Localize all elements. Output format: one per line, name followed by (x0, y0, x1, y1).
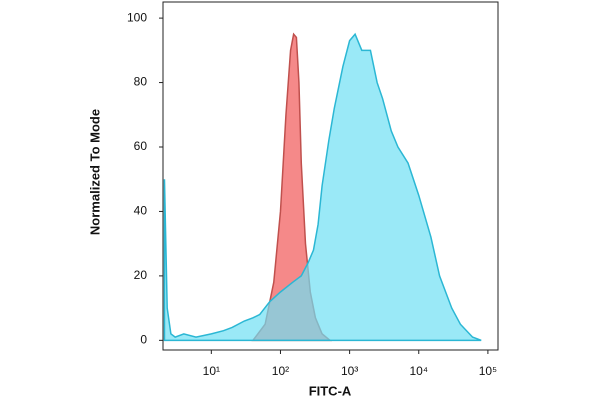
histogram-area (163, 32, 482, 342)
y-tick-label: 60 (134, 139, 148, 153)
y-tick-label: 40 (134, 204, 148, 218)
y-tick-label: 0 (140, 333, 147, 347)
x-tick-label: 10⁵ (479, 364, 497, 378)
y-tick-label: 20 (134, 268, 148, 282)
y-tick-label: 100 (127, 10, 147, 24)
x-tick-label: 10³ (341, 364, 358, 378)
plot-frame (162, 1, 499, 351)
x-tick-label: 10¹ (203, 364, 220, 378)
x-tick-label: 10⁴ (409, 364, 428, 378)
x-tick-label: 10² (272, 364, 289, 378)
y-tick-label: 80 (134, 75, 148, 89)
y-axis-label: Normalized To Mode (87, 109, 102, 235)
x-axis-label: FITC-A (309, 383, 352, 398)
